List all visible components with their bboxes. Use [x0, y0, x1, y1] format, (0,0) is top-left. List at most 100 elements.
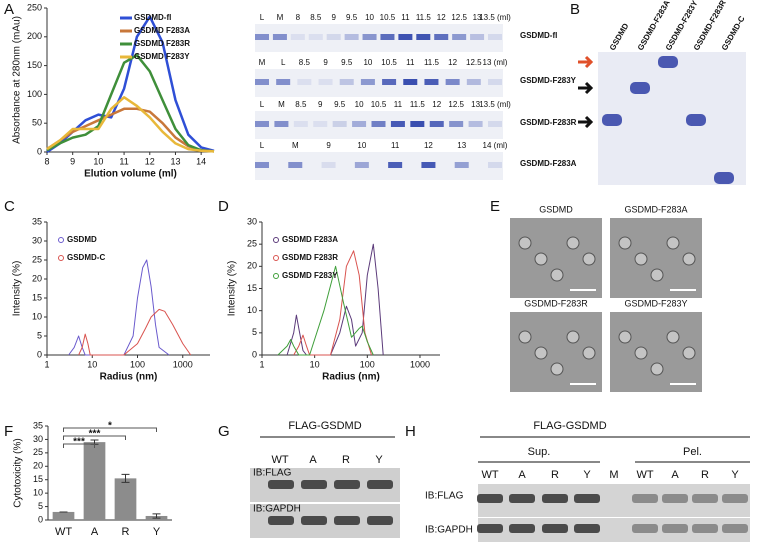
lane-label: 11 — [401, 13, 410, 22]
legend-swatch — [58, 255, 64, 261]
band — [574, 524, 600, 533]
lane-label: L — [281, 58, 286, 67]
series-line — [46, 96, 215, 153]
lane-label: Y — [731, 469, 739, 481]
image-label: GSDMD-F283Y — [624, 298, 687, 308]
panel-label: F — [4, 423, 13, 440]
y-tick-label: 35 — [33, 420, 43, 430]
band — [416, 34, 431, 40]
x-tick-label: Y — [153, 526, 161, 538]
band — [722, 494, 748, 503]
band — [662, 494, 688, 503]
y-tick-label: 0 — [37, 146, 42, 156]
band — [488, 79, 502, 85]
y-tick-label: 30 — [247, 216, 257, 226]
lane-label: 9 — [326, 141, 331, 150]
lane-label: 8.5 — [310, 13, 322, 22]
row-label: IB:GAPDH — [425, 525, 473, 536]
x-tick-label: 1 — [259, 359, 264, 369]
x-tick-label: 100 — [360, 359, 375, 369]
cell — [618, 330, 632, 344]
lane-label: 10.5 — [381, 58, 397, 67]
arrow — [578, 81, 594, 95]
cell — [650, 268, 664, 282]
band — [509, 524, 535, 533]
panel-label: E — [490, 198, 500, 215]
x-tick-label: WT — [55, 526, 72, 538]
y-tick-label: 20 — [247, 261, 257, 271]
cell — [550, 362, 564, 376]
panel-label: B — [570, 1, 580, 18]
lane-label: 10.5 — [371, 100, 387, 109]
x-tick-label: 11 — [119, 156, 128, 166]
lane-label: A — [518, 469, 526, 481]
y-axis-label: Cytotoxicity (%) — [13, 438, 24, 507]
lane-label: Y — [375, 454, 383, 466]
band — [542, 494, 568, 503]
gel — [598, 52, 746, 185]
band — [388, 162, 403, 168]
x-tick-label: A — [91, 526, 99, 538]
band — [255, 34, 269, 40]
legend-label: GSDMD F283Y — [282, 271, 338, 280]
lane-label: 13 (ml) — [483, 58, 508, 67]
band — [352, 121, 367, 127]
band — [449, 121, 464, 127]
lane-label: 11 — [406, 58, 415, 67]
lane-label: L — [260, 13, 265, 22]
cell — [682, 346, 696, 360]
group-label: Pel. — [683, 446, 702, 458]
lane-label: 10 — [355, 100, 364, 109]
lane-label: 13 — [471, 100, 480, 109]
x-tick-label: 10 — [310, 359, 320, 369]
image-label: GSDMD — [539, 204, 573, 214]
band — [488, 34, 502, 40]
band — [344, 34, 359, 40]
x-tick-label: 10 — [93, 156, 103, 166]
gel-name: GSDMD-F283R — [520, 118, 577, 127]
cell — [534, 252, 548, 266]
lane-label: 12.5 — [451, 13, 467, 22]
lane-label: 10 — [357, 141, 366, 150]
lane-label: WT — [271, 454, 288, 466]
lane-label: WT — [481, 469, 498, 481]
lane-label: 11.5 — [410, 100, 426, 109]
lane-label: 12 — [448, 58, 457, 67]
band — [268, 516, 294, 525]
band — [339, 79, 354, 85]
legend-swatch — [273, 255, 279, 261]
y-tick-label: 250 — [27, 2, 42, 12]
lane-label: 12 — [424, 141, 433, 150]
band — [445, 79, 460, 85]
y-tick-label: 10 — [33, 488, 43, 498]
blot-header: FLAG-GSDMD — [533, 420, 606, 432]
y-tick-label: 0 — [252, 349, 257, 359]
band — [308, 34, 323, 40]
band — [602, 114, 622, 126]
legend-label: GSDMD F283A — [134, 26, 190, 35]
y-tick-label: 0 — [38, 514, 43, 524]
x-tick-label: 100 — [130, 359, 145, 369]
lane-label: L — [260, 100, 265, 109]
band — [454, 162, 469, 168]
y-tick-label: 25 — [247, 239, 257, 249]
gel — [255, 69, 503, 97]
lane-label: Y — [583, 469, 591, 481]
lane-label: M — [278, 100, 285, 109]
x-tick-label: R — [122, 526, 130, 538]
lane-label: 9 — [331, 13, 336, 22]
x-tick-label: 13 — [170, 156, 180, 166]
lane-label: 13.5 (ml) — [479, 100, 511, 109]
lane-label: M — [609, 469, 618, 481]
band — [662, 524, 688, 533]
band — [470, 34, 485, 40]
band — [477, 494, 503, 503]
band — [362, 34, 377, 40]
band — [274, 121, 289, 127]
band — [367, 516, 393, 525]
band — [301, 516, 327, 525]
band — [509, 494, 535, 503]
band — [255, 162, 269, 168]
y-tick-label: 150 — [27, 60, 42, 70]
